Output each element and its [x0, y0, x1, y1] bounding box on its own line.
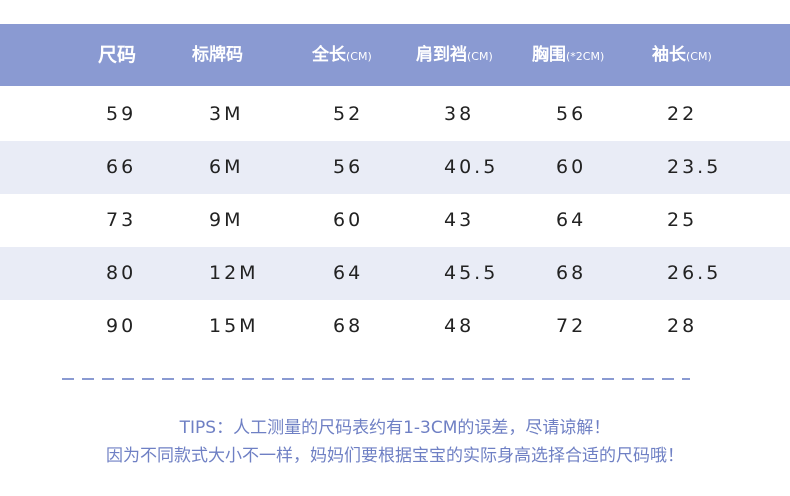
cell-shoulder-crotch: 48	[444, 315, 475, 337]
dashed-divider	[62, 378, 690, 380]
cell-size: 73	[106, 209, 137, 231]
header-tag-size: 标牌码	[192, 24, 243, 86]
cell-shoulder-crotch: 45.5	[444, 262, 499, 284]
table-row: 66 6M 56 40.5 60 23.5	[0, 141, 790, 194]
header-shoulder-crotch-unit: (CM)	[467, 50, 493, 63]
cell-shoulder-crotch: 40.5	[444, 156, 499, 178]
header-size-label: 尺码	[98, 44, 137, 66]
cell-length: 52	[333, 103, 364, 125]
cell-tag-size: 6M	[209, 156, 244, 178]
header-chest-label: 胸围	[532, 45, 566, 65]
table-row: 59 3M 52 38 56 22	[0, 88, 790, 141]
cell-length: 60	[333, 209, 364, 231]
header-shoulder-crotch: 肩到裆(CM)	[416, 24, 493, 86]
cell-tag-size: 15M	[209, 315, 259, 337]
cell-sleeve: 26.5	[667, 262, 722, 284]
header-length: 全长(CM)	[312, 24, 372, 86]
cell-size: 90	[106, 315, 137, 337]
table-row: 90 15M 68 48 72 28	[0, 300, 790, 353]
table-row: 73 9M 60 43 64 25	[0, 194, 790, 247]
header-sleeve: 袖长(CM)	[652, 24, 712, 86]
cell-sleeve: 23.5	[667, 156, 722, 178]
cell-length: 56	[333, 156, 364, 178]
cell-sleeve: 25	[667, 209, 698, 231]
header-chest-unit: (*2CM)	[566, 50, 605, 63]
cell-tag-size: 3M	[209, 103, 244, 125]
header-shoulder-crotch-label: 肩到裆	[416, 45, 467, 65]
cell-tag-size: 9M	[209, 209, 244, 231]
cell-tag-size: 12M	[209, 262, 259, 284]
cell-chest: 56	[556, 103, 587, 125]
cell-length: 68	[333, 315, 364, 337]
cell-length: 64	[333, 262, 364, 284]
header-length-unit: (CM)	[346, 50, 372, 63]
cell-chest: 68	[556, 262, 587, 284]
tips-line-2: 因为不同款式大小不一样，妈妈们要根据宝宝的实际身高选择合适的尺码哦！	[106, 446, 684, 466]
cell-size: 66	[106, 156, 137, 178]
table-row: 80 12M 64 45.5 68 26.5	[0, 247, 790, 300]
cell-shoulder-crotch: 43	[444, 209, 475, 231]
cell-shoulder-crotch: 38	[444, 103, 475, 125]
header-tag-size-label: 标牌码	[192, 45, 243, 65]
cell-chest: 72	[556, 315, 587, 337]
cell-sleeve: 28	[667, 315, 698, 337]
cell-chest: 60	[556, 156, 587, 178]
tips-line-1: TIPS：人工测量的尺码表约有1-3CM的误差，尽请谅解！	[179, 418, 611, 438]
header-sleeve-unit: (CM)	[686, 50, 712, 63]
cell-size: 80	[106, 262, 137, 284]
header-size: 尺码	[98, 24, 136, 86]
cell-size: 59	[106, 103, 137, 125]
header-sleeve-label: 袖长	[652, 45, 686, 65]
table-header-row: 尺码 标牌码 全长(CM) 肩到裆(CM) 胸围(*2CM) 袖长(CM)	[0, 24, 790, 86]
header-length-label: 全长	[312, 45, 346, 65]
cell-chest: 64	[556, 209, 587, 231]
cell-sleeve: 22	[667, 103, 698, 125]
header-chest: 胸围(*2CM)	[532, 24, 604, 86]
